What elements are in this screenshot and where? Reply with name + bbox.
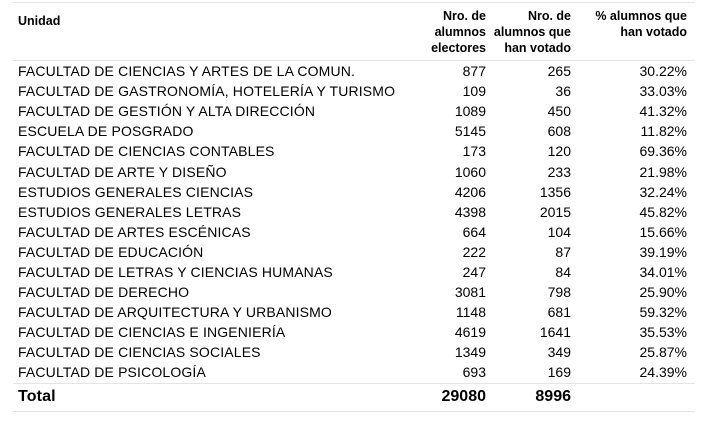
table-row: FACULTAD DE EDUCACIÓN 222 87 39.19% <box>13 242 695 262</box>
row-electores: 5145 <box>454 123 486 140</box>
row-unit: FACULTAD DE GASTRONOMÍA, HOTELERÍA Y TUR… <box>18 83 396 100</box>
row-pct: 32.24% <box>639 183 687 200</box>
row-unit: FACULTAD DE ARTES ESCÉNICAS <box>18 223 251 240</box>
row-votado: 120 <box>547 143 571 160</box>
row-unit: FACULTAD DE CIENCIAS SOCIALES <box>18 344 261 361</box>
header-unit: Unidad <box>13 2 408 61</box>
header-pct-text: % alumnos que han votado <box>595 9 687 39</box>
table-header-row: Unidad Nro. de alumnos electores Nro. de… <box>13 2 695 61</box>
row-electores: 173 <box>462 143 486 160</box>
total-label: Total <box>13 383 408 412</box>
row-votado: 1356 <box>539 183 571 200</box>
table-row: ESTUDIOS GENERALES CIENCIAS 4206 1356 32.24… <box>13 182 695 202</box>
row-pct: 24.39% <box>577 362 695 384</box>
row-unit: FACULTAD DE EDUCACIÓN <box>18 243 204 260</box>
row-votado: 87 <box>555 243 571 260</box>
row-electores: 4619 <box>454 324 486 341</box>
row-pct: 69.36% <box>639 143 687 160</box>
total-votado: 8996 <box>492 383 577 412</box>
total-pct <box>577 383 695 412</box>
row-unit: ESTUDIOS GENERALES LETRAS <box>18 203 242 220</box>
row-votado: 450 <box>547 103 571 120</box>
row-votado: 265 <box>547 63 571 80</box>
row-unit: ESTUDIOS GENERALES CIENCIAS <box>18 183 254 200</box>
row-votado: 2015 <box>539 203 571 220</box>
row-unit: FACULTAD DE CIENCIAS CONTABLES <box>18 143 275 160</box>
row-pct: 34.01% <box>639 263 687 280</box>
table-row: FACULTAD DE ARQUITECTURA Y URBANISMO 1148… <box>13 302 695 322</box>
table-row: FACULTAD DE GASTRONOMÍA, HOTELERÍA Y TUR… <box>13 81 695 101</box>
table-row: FACULTAD DE CIENCIAS SOCIALES 1349 349 25.8… <box>13 342 695 362</box>
row-electores: 1148 <box>455 304 486 321</box>
row-electores: 4398 <box>454 203 486 220</box>
results-table: Unidad Nro. de alumnos electores Nro. de… <box>13 2 695 412</box>
row-votado: 1641 <box>539 324 571 341</box>
row-electores: 1089 <box>454 103 486 120</box>
row-unit: FACULTAD DE PSICOLOGÍA <box>13 362 408 384</box>
table-row: FACULTAD DE CIENCIAS CONTABLES 173 120 69.3… <box>13 141 695 161</box>
row-unit: FACULTAD DE ARQUITECTURA Y URBANISMO <box>18 304 332 321</box>
table-row: FACULTAD DE CIENCIAS E INGENIERÍA 4619 164… <box>13 322 695 342</box>
row-votado: 169 <box>492 362 577 384</box>
row-electores: 109 <box>462 83 486 100</box>
row-unit: FACULTAD DE GESTIÓN Y ALTA DIRECCIÓN <box>18 103 316 120</box>
row-unit: FACULTAD DE ARTE Y DISEÑO <box>18 163 227 180</box>
row-electores: 664 <box>462 223 486 240</box>
row-pct: 59.32% <box>639 304 687 321</box>
row-electores: 1060 <box>454 163 486 180</box>
total-row: Total 29080 8996 <box>13 383 695 412</box>
row-electores: 247 <box>462 263 486 280</box>
header-pct: % alumnos que han votado <box>577 2 695 61</box>
table-row: FACULTAD DE CIENCIAS Y ARTES DE LA COMUN… <box>13 61 695 82</box>
row-unit: FACULTAD DE CIENCIAS Y ARTES DE LA COMUN… <box>18 63 356 80</box>
table-row: FACULTAD DE ARTE Y DISEÑO 1060 233 21.98% <box>13 161 695 181</box>
row-electores: 222 <box>462 243 486 260</box>
row-pct: 30.22% <box>639 63 687 80</box>
row-electores: 3081 <box>454 284 486 301</box>
row-pct: 25.90% <box>639 284 687 301</box>
row-pct: 11.82% <box>640 123 687 140</box>
row-votado: 798 <box>547 284 571 301</box>
row-pct: 35.53% <box>639 324 687 341</box>
header-votado: Nro. de alumnos que han votado <box>492 2 577 61</box>
table-row: FACULTAD DE GESTIÓN Y ALTA DIRECCIÓN 1089… <box>13 101 695 121</box>
row-votado: 104 <box>547 223 571 240</box>
row-pct: 15.66% <box>639 223 687 240</box>
header-votado-text: Nro. de alumnos que han votado <box>493 9 571 55</box>
row-electores: 693 <box>408 362 492 384</box>
results-table-container: Unidad Nro. de alumnos electores Nro. de… <box>13 2 695 412</box>
header-electores: Nro. de alumnos electores <box>408 2 492 61</box>
table-body: FACULTAD DE CIENCIAS Y ARTES DE LA COMUN… <box>13 61 695 412</box>
row-votado: 608 <box>547 123 571 140</box>
table-row: FACULTAD DE ARTES ESCÉNICAS 664 104 15.66% <box>13 222 695 242</box>
row-pct: 21.98% <box>639 163 687 180</box>
row-pct: 45.82% <box>639 203 687 220</box>
row-electores: 877 <box>462 63 486 80</box>
row-electores: 1349 <box>454 344 486 361</box>
row-unit: FACULTAD DE DERECHO <box>18 284 190 301</box>
row-unit: FACULTAD DE CIENCIAS E INGENIERÍA <box>18 324 286 341</box>
row-unit: FACULTAD DE LETRAS Y CIENCIAS HUMANAS <box>18 263 333 280</box>
table-row: FACULTAD DE LETRAS Y CIENCIAS HUMANAS 247… <box>13 262 695 282</box>
table-row: FACULTAD DE DERECHO 3081 798 25.90% <box>13 282 695 302</box>
total-electores: 29080 <box>408 383 492 412</box>
table-row: FACULTAD DE PSICOLOGÍA 693 169 24.39% <box>13 362 695 384</box>
row-votado: 84 <box>555 263 571 280</box>
row-pct: 39.19% <box>639 243 687 260</box>
row-votado: 36 <box>555 83 571 100</box>
row-pct: 25.87% <box>639 344 687 361</box>
row-votado: 233 <box>547 163 571 180</box>
header-electores-text: Nro. de alumnos electores <box>431 9 486 55</box>
row-pct: 33.03% <box>639 83 687 100</box>
table-row: ESTUDIOS GENERALES LETRAS 4398 2015 45.82% <box>13 202 695 222</box>
row-votado: 681 <box>547 304 571 321</box>
row-unit: ESCUELA DE POSGRADO <box>18 123 194 140</box>
row-electores: 4206 <box>454 183 486 200</box>
row-pct: 41.32% <box>639 103 687 120</box>
table-row: ESCUELA DE POSGRADO 5145 608 11.82% <box>13 121 695 141</box>
row-votado: 349 <box>547 344 571 361</box>
